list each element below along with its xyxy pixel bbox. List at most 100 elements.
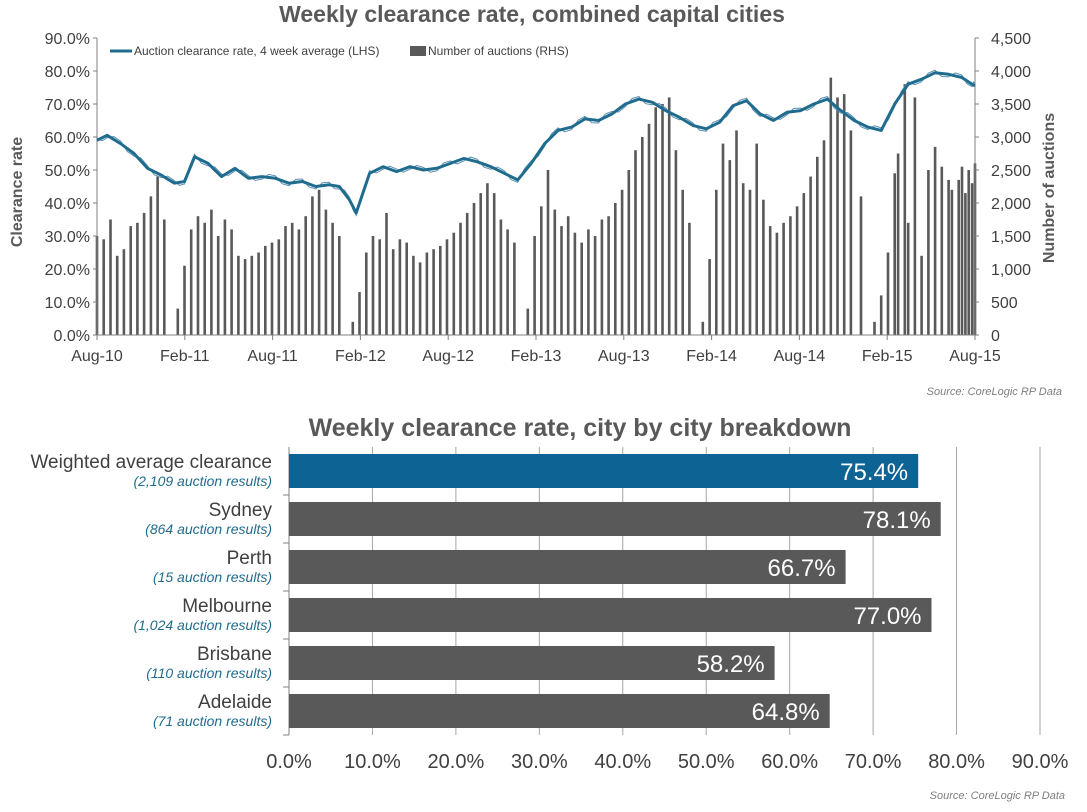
auction-bar xyxy=(290,222,294,335)
auction-bar xyxy=(735,130,738,335)
auction-bar xyxy=(203,222,206,335)
city-bar xyxy=(289,694,830,728)
auction-bar xyxy=(479,193,482,335)
legend-bar-swatch xyxy=(410,46,426,56)
auction-bar xyxy=(816,156,819,335)
auction-bar xyxy=(351,321,355,335)
auction-bar xyxy=(297,229,301,335)
auction-bar xyxy=(264,245,267,335)
city-bar-value-label: 64.8% xyxy=(752,699,820,726)
x-tick-label: Aug-11 xyxy=(247,348,298,365)
category-sublabel: (1,024 auction results) xyxy=(133,617,272,633)
city-bar-value-label: 78.1% xyxy=(863,507,931,534)
auction-bar xyxy=(398,239,402,335)
auction-bar xyxy=(210,209,213,335)
auction-bar xyxy=(647,123,651,335)
auction-bar xyxy=(365,252,368,335)
legend-line-label: Auction clearance rate, 4 week average (… xyxy=(134,44,379,58)
auction-bar xyxy=(445,239,449,335)
auction-bar xyxy=(311,196,314,335)
auction-bar xyxy=(667,97,671,336)
auction-bar xyxy=(587,229,590,335)
x-tick-label: Aug-12 xyxy=(422,348,474,365)
category-sublabel: (864 auction results) xyxy=(145,521,272,537)
top-bars xyxy=(95,77,977,336)
auction-bar xyxy=(129,226,132,335)
auction-bar xyxy=(681,189,684,335)
city-bar xyxy=(289,454,919,488)
auction-bar xyxy=(418,262,422,335)
auction-bar xyxy=(893,173,896,335)
bottom-x-tick-label: 80.0% xyxy=(928,751,985,773)
auction-bar xyxy=(748,189,752,335)
bottom-bars: 75.4% 78.1% 66.7% 77.0% 58.2% 64.8% xyxy=(289,454,941,728)
auction-bar xyxy=(573,232,577,335)
auction-bar xyxy=(614,203,617,335)
auction-bar xyxy=(940,166,944,335)
auction-bar xyxy=(196,216,200,335)
auction-bar xyxy=(432,249,435,335)
auction-bar xyxy=(465,212,469,335)
auction-bar xyxy=(634,150,637,335)
auction-bar xyxy=(580,242,583,335)
left-axis-label: Clearance rate xyxy=(9,137,26,247)
auction-bar xyxy=(654,107,657,335)
auction-bar xyxy=(492,193,496,335)
auction-bar xyxy=(600,219,604,335)
bottom-category-labels: Weighted average clearance(2,109 auction… xyxy=(30,452,289,736)
auction-bar xyxy=(513,242,516,335)
auction-bar xyxy=(593,236,597,335)
right-tick-label: 3,500 xyxy=(991,97,1031,114)
x-tick-label: Aug-10 xyxy=(71,348,123,365)
left-tick-label: 70.0% xyxy=(45,97,90,114)
category-sublabel: (2,109 auction results) xyxy=(133,473,272,489)
auction-bar xyxy=(257,252,260,335)
x-tick-label: Aug-13 xyxy=(598,348,650,365)
auction-bar xyxy=(701,321,705,335)
right-tick-label: 500 xyxy=(991,295,1018,312)
left-tick-label: 30.0% xyxy=(45,229,90,246)
auction-bar xyxy=(284,226,287,335)
auction-bar xyxy=(533,236,536,335)
auction-bar xyxy=(156,176,159,335)
auction-bar xyxy=(607,216,610,335)
x-tick-label: Feb-11 xyxy=(160,348,210,365)
auction-bar xyxy=(230,229,233,335)
auction-bar xyxy=(768,226,772,335)
bottom-x-tick-label: 10.0% xyxy=(344,751,401,773)
bottom-x-tick-label: 20.0% xyxy=(428,751,485,773)
auction-bar xyxy=(216,236,220,335)
auction-bar xyxy=(553,209,557,335)
left-tick-label: 50.0% xyxy=(45,163,90,180)
auction-bar xyxy=(873,321,876,335)
auction-bar xyxy=(674,150,678,335)
top-legend: Auction clearance rate, 4 week average (… xyxy=(110,44,569,58)
right-tick-label: 1,500 xyxy=(991,229,1031,246)
legend-bar-label: Number of auctions (RHS) xyxy=(428,44,569,58)
x-tick-label: Feb-13 xyxy=(511,348,562,365)
x-tick-label: Feb-12 xyxy=(335,348,386,365)
auction-bar xyxy=(641,137,644,335)
auction-bar xyxy=(903,84,907,335)
auction-bar xyxy=(270,242,274,335)
auction-bar xyxy=(859,196,863,335)
auction-bar xyxy=(142,212,146,335)
auction-bar xyxy=(741,183,745,335)
category-label: Perth xyxy=(227,548,272,569)
x-tick-label: Feb-14 xyxy=(686,348,737,365)
top-chart-title: Weekly clearance rate, combined capital … xyxy=(279,1,785,27)
bottom-x-tick-label: 0.0% xyxy=(266,751,312,773)
auction-bar xyxy=(842,94,846,335)
x-tick-label: Feb-15 xyxy=(862,348,913,365)
auction-bar xyxy=(896,153,900,335)
bottom-x-tick-label: 40.0% xyxy=(594,751,651,773)
auction-bar xyxy=(277,239,281,335)
auction-bar xyxy=(115,255,119,335)
x-tick-label: Aug-15 xyxy=(949,348,1001,365)
bottom-source-note: Source: CoreLogic RP Data xyxy=(930,790,1065,802)
auction-bar xyxy=(721,143,725,335)
auction-bar xyxy=(176,308,180,335)
left-tick-label: 0.0% xyxy=(54,328,90,345)
auction-bar xyxy=(378,239,381,335)
